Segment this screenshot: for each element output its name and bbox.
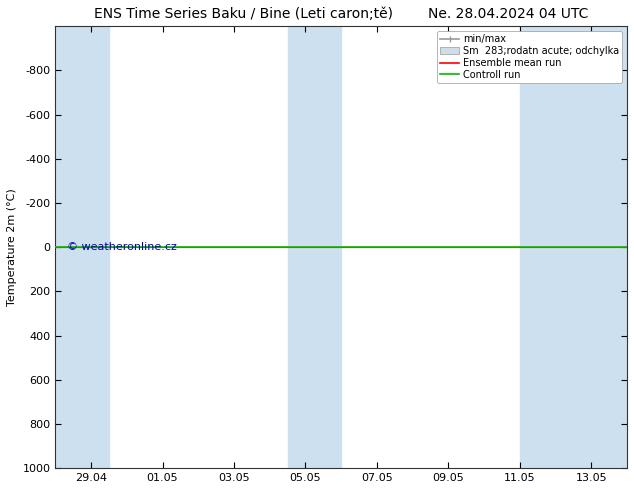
Title: ENS Time Series Baku / Bine (Leti caron;tě)        Ne. 28.04.2024 04 UTC: ENS Time Series Baku / Bine (Leti caron;… <box>94 7 588 21</box>
Bar <box>520 26 627 468</box>
Legend: min/max, Sm  283;rodatn acute; odchylka, Ensemble mean run, Controll run: min/max, Sm 283;rodatn acute; odchylka, … <box>437 31 622 83</box>
Y-axis label: Temperature 2m (°C): Temperature 2m (°C) <box>7 188 17 306</box>
Bar <box>55 26 109 468</box>
Bar <box>288 26 341 468</box>
Text: © weatheronline.cz: © weatheronline.cz <box>67 242 177 252</box>
